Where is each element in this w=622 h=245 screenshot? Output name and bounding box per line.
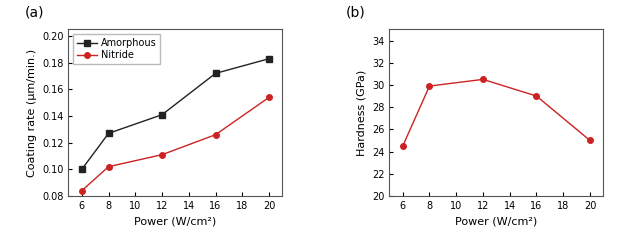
Nitride — [78, 189, 86, 192]
Nitride — [104, 165, 112, 168]
Amorphous — [158, 113, 165, 116]
Nitride — [211, 133, 219, 136]
Nitride — [265, 96, 272, 99]
Amorphous — [78, 168, 86, 171]
Y-axis label: Coating rate (μm/min.): Coating rate (μm/min.) — [27, 49, 37, 177]
Y-axis label: Hardness (GPa): Hardness (GPa) — [356, 70, 366, 156]
Nitride — [158, 153, 165, 156]
Amorphous — [211, 72, 219, 75]
Amorphous — [104, 132, 112, 135]
Line: Nitride: Nitride — [79, 95, 272, 194]
Legend: Amorphous, Nitride: Amorphous, Nitride — [73, 34, 160, 64]
Text: (a): (a) — [25, 6, 44, 20]
Amorphous — [265, 57, 272, 60]
X-axis label: Power (W/cm²): Power (W/cm²) — [455, 216, 537, 226]
Line: Amorphous: Amorphous — [79, 56, 272, 172]
Text: (b): (b) — [346, 6, 366, 20]
X-axis label: Power (W/cm²): Power (W/cm²) — [134, 216, 216, 226]
